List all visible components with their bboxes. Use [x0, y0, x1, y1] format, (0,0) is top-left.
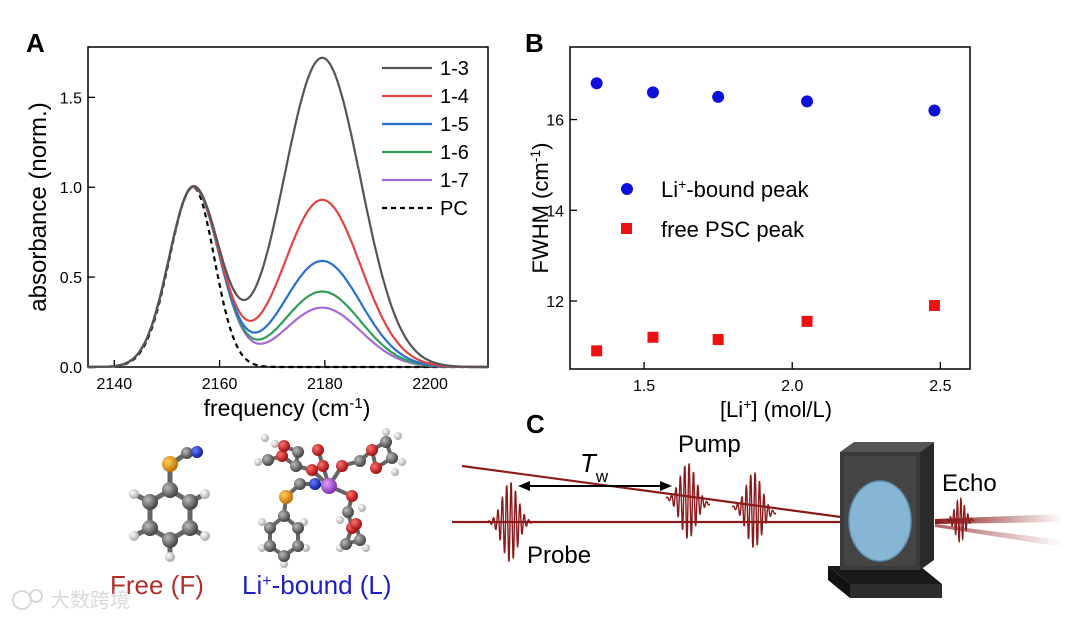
bound-molecule	[254, 428, 406, 568]
sample-cell	[828, 442, 942, 598]
chart-b-point-free	[801, 315, 813, 327]
lithium-atom	[321, 478, 337, 494]
panel-b-label: B	[525, 28, 544, 58]
legend-b-free-label: free PSC peak	[661, 217, 805, 242]
legend-a-label-1-6: 1-6	[440, 142, 469, 164]
chart-a-xtick-label: 2200	[412, 376, 448, 393]
bound-label: Li+-bound (L)	[242, 570, 392, 600]
chart-a-xtick-label: 2160	[202, 376, 238, 393]
pump-beam	[461, 464, 879, 524]
chart-b-xtick-label: 1.5	[633, 378, 655, 395]
chart-b-point-free	[712, 334, 724, 346]
echo-pulse	[945, 496, 975, 544]
chart-a-xtick-label: 2180	[307, 376, 343, 393]
laser-diagram: Tw Pump Probe Echo	[452, 431, 1062, 598]
probe-label: Probe	[527, 542, 591, 569]
tw-arrow-left-head	[518, 481, 530, 491]
probe-pulse	[487, 482, 533, 562]
tw-arrow-right-head	[660, 481, 672, 491]
pump-pulse-1	[665, 463, 711, 539]
chart-a-ylabel: absorbance (norm.)	[25, 102, 52, 311]
chart-a-ytick-label: 1.5	[60, 90, 82, 107]
chart-b-ytick-label: 14	[546, 203, 564, 220]
series-line-PC	[88, 186, 488, 369]
chart-a: 2140 2160 2180 2200 0.0 0.5 1.0 1.5 1-3 1-4 1-5 1-…	[60, 46, 489, 393]
legend-b-circle-marker	[621, 183, 633, 195]
legend-a-label-1-5: 1-5	[440, 114, 469, 136]
chart-b: 1.5 2.0 2.5 12 14 16	[546, 46, 971, 395]
transmitted-beam	[935, 524, 1062, 547]
chart-b-point-bound	[712, 90, 725, 103]
echo-label: Echo	[942, 470, 997, 497]
chart-b-point-bound	[646, 86, 659, 99]
chart-b-point-free	[928, 300, 940, 312]
chart-b-xlabel: [Li+] (mol/L)	[720, 396, 832, 422]
chart-a-xlabel: frequency (cm-1)	[204, 395, 371, 422]
pump-label: Pump	[678, 431, 741, 458]
chart-a-frame	[87, 46, 489, 368]
legend-b-bound-label: Li+-bound peak	[661, 176, 810, 202]
watermark-text: 大数跨境	[50, 589, 130, 612]
chart-b-frame	[569, 46, 971, 370]
pump-pulse-2	[731, 472, 777, 548]
panel-c-label: C	[526, 409, 545, 439]
chart-b-point-free	[647, 331, 659, 343]
chart-b-ytick-label: 16	[546, 113, 564, 130]
sample-window	[848, 480, 912, 562]
legend-a-label-1-4: 1-4	[440, 86, 469, 108]
chart-b-point-bound	[801, 95, 814, 108]
chart-a-xtick-label: 2140	[97, 376, 133, 393]
chart-b-point-bound	[928, 104, 941, 117]
chart-b-xtick-label: 2.5	[929, 378, 951, 395]
series-line-1-4	[88, 185, 488, 369]
chart-b-point-bound	[590, 77, 603, 90]
series-line-1-6	[88, 185, 488, 369]
legend-a-label-1-3: 1-3	[440, 58, 469, 80]
chart-a-ytick-label: 1.0	[60, 180, 82, 197]
series-line-1-3	[88, 56, 488, 369]
chart-b-xtick-label: 2.0	[781, 378, 803, 395]
legend-b-square-marker	[621, 223, 632, 234]
watermark: 大数跨境	[12, 589, 130, 612]
chart-b-ytick-label: 12	[546, 294, 564, 311]
series-line-1-5	[88, 185, 488, 369]
tw-label: Tw	[580, 448, 609, 486]
chart-a-ytick-label: 0.0	[60, 360, 82, 377]
legend-a-label-1-7: 1-7	[440, 170, 469, 192]
chart-b-ylabel: FWHM (cm-1)	[527, 143, 553, 274]
chart-b-point-free	[591, 345, 603, 357]
chart-a-ytick-label: 0.5	[60, 270, 82, 287]
free-molecule	[129, 446, 210, 562]
free-label: Free (F)	[110, 570, 204, 600]
series-line-1-7	[88, 185, 488, 369]
watermark-logo-icon	[12, 590, 32, 610]
legend-a-label-PC: PC	[440, 198, 468, 220]
panel-a-label: A	[26, 28, 45, 58]
